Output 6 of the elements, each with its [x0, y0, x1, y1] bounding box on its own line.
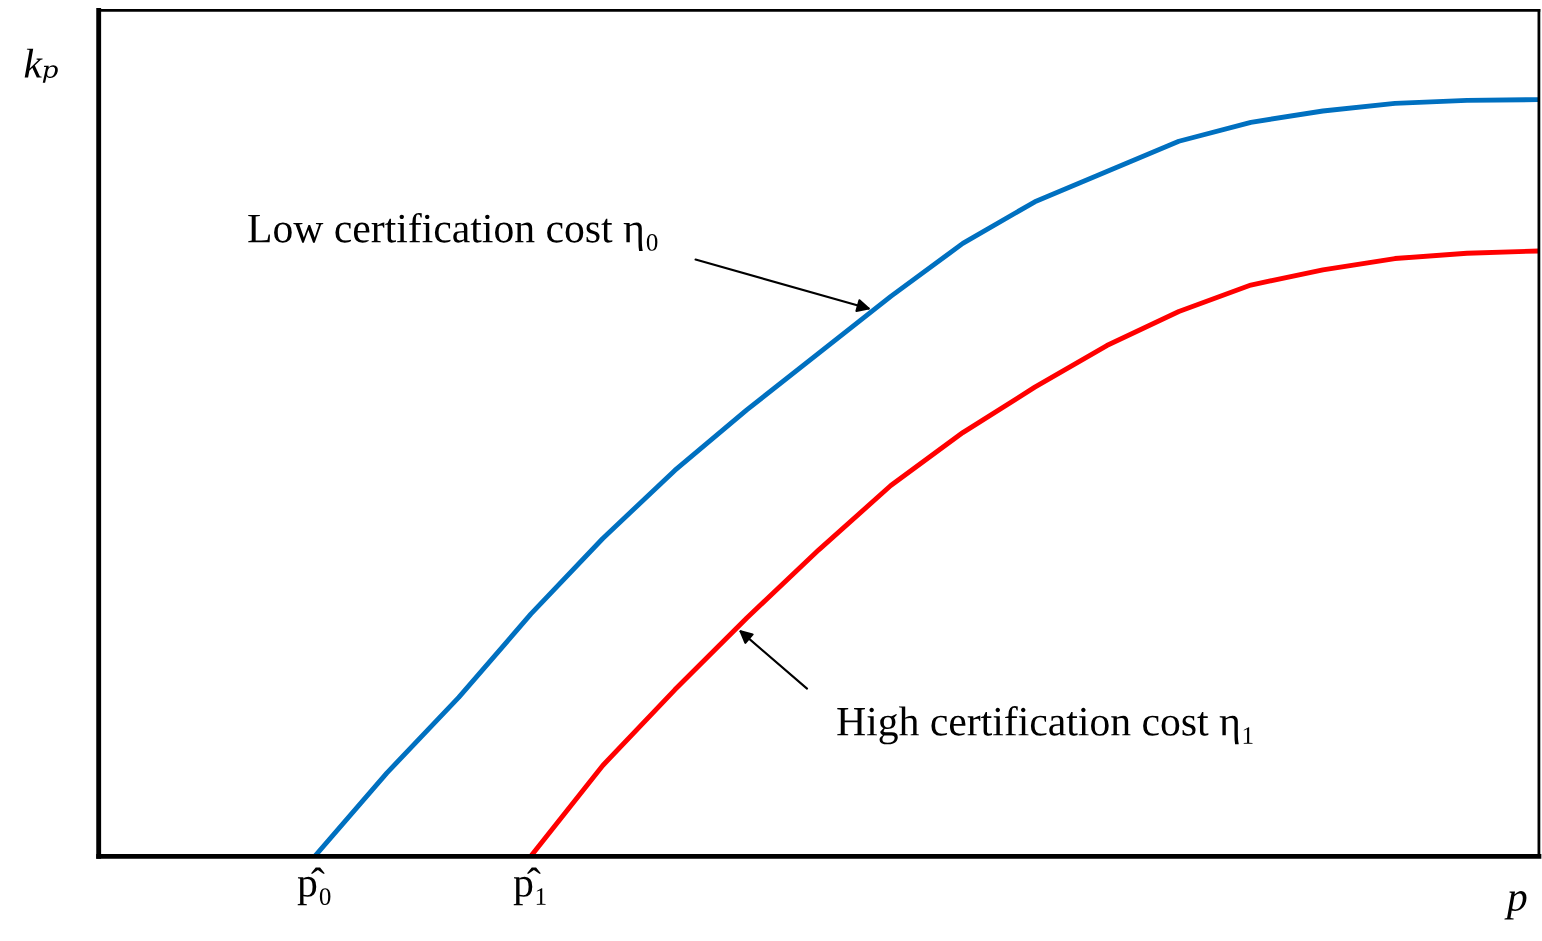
- y-axis-title: kₚ: [24, 48, 58, 83]
- annotation: Low certification cost η₀: [248, 212, 658, 252]
- x-tick-label: p̂₁: [513, 867, 546, 906]
- x-axis-title: p: [1504, 890, 1527, 920]
- annotation: High certification cost η₁: [837, 706, 1253, 745]
- x-tick-label: p̂₀: [297, 867, 331, 906]
